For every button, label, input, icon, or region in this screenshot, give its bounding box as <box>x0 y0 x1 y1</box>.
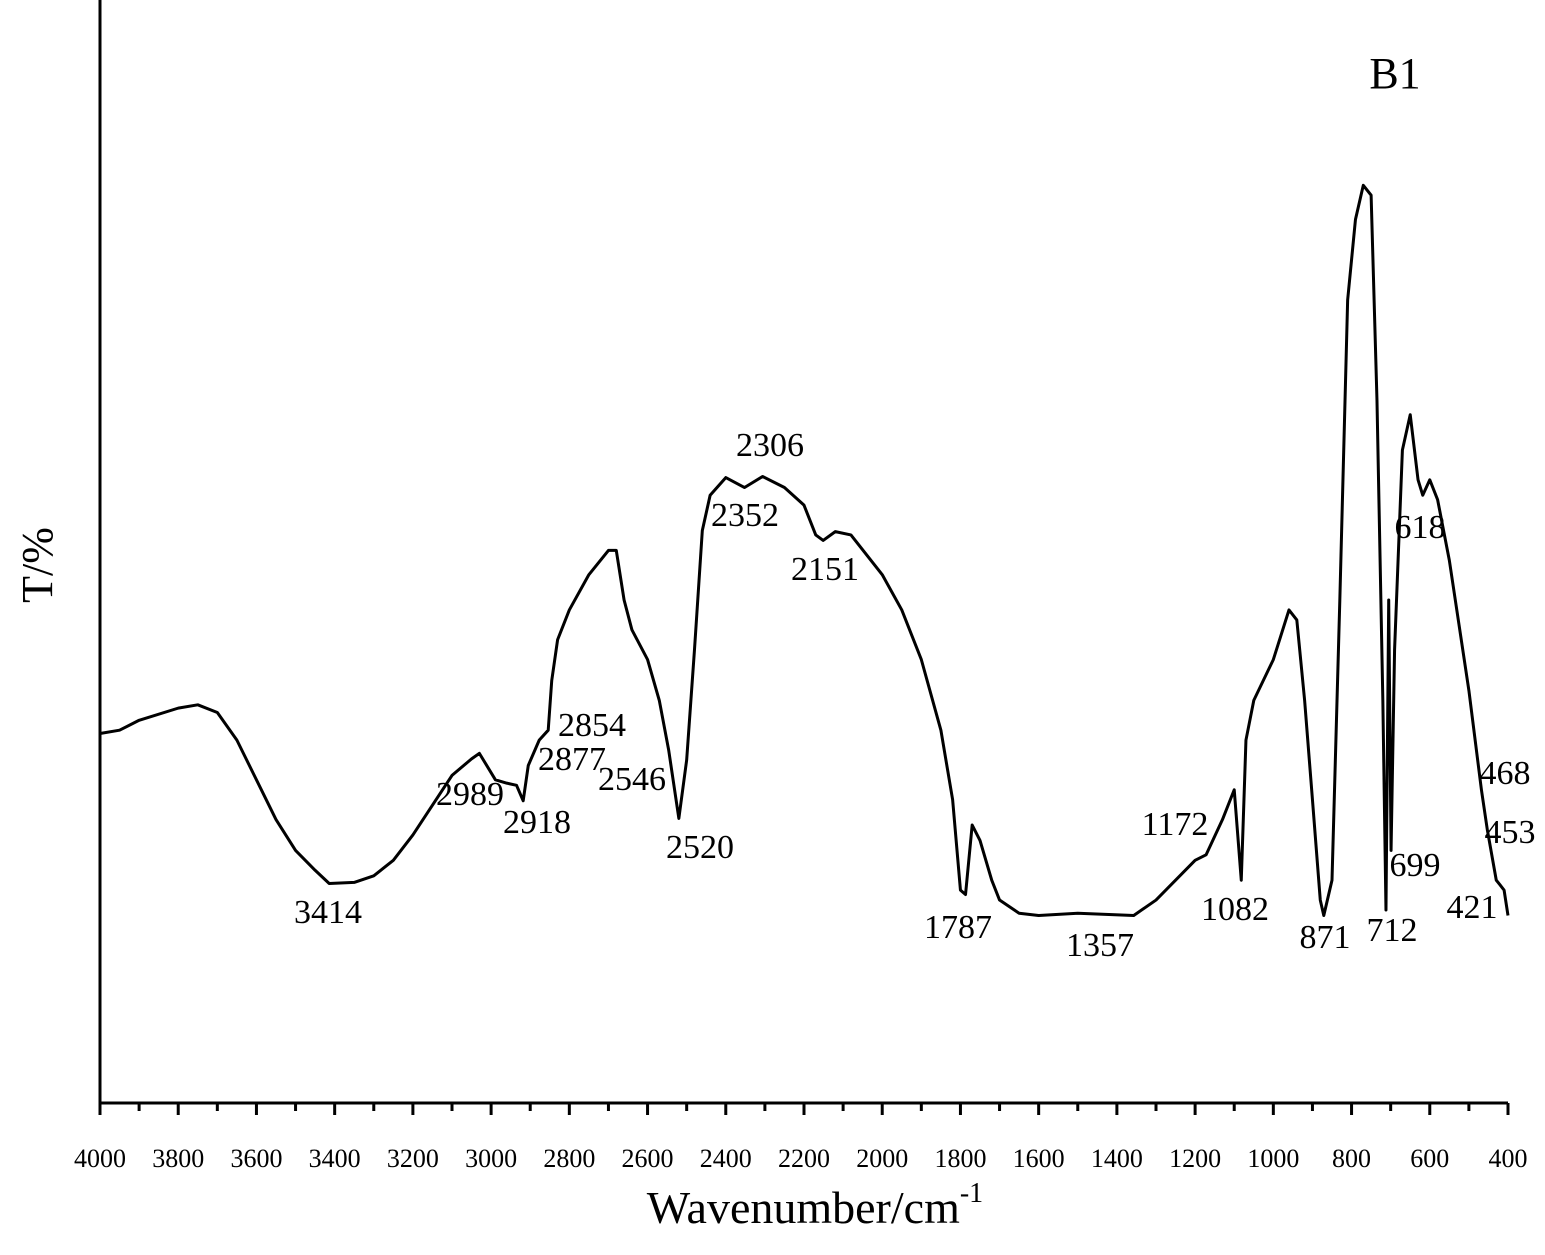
peak-label: 618 <box>1395 509 1446 546</box>
x-axis-label-superscript: -1 <box>960 1178 983 1209</box>
x-tick-label: 3200 <box>387 1144 439 1173</box>
x-tick-label: 800 <box>1332 1144 1371 1173</box>
peak-label: 2877 <box>538 741 606 778</box>
peak-label: 871 <box>1300 919 1351 956</box>
x-tick-label: 3800 <box>152 1144 204 1173</box>
peak-label: 2151 <box>791 551 859 588</box>
x-tick-label: 2400 <box>700 1144 752 1173</box>
peak-label: 1787 <box>924 909 992 946</box>
peak-label: 2918 <box>503 804 571 841</box>
peak-label: 468 <box>1480 755 1531 792</box>
x-tick-label: 1600 <box>1013 1144 1065 1173</box>
x-tick-label: 4000 <box>74 1144 126 1173</box>
spectrum-line <box>99 183 1510 917</box>
x-tick-label: 2200 <box>778 1144 830 1173</box>
y-axis-label: T/% <box>13 527 62 603</box>
x-tick-label: 1000 <box>1247 1144 1299 1173</box>
x-tick-label: 3600 <box>230 1144 282 1173</box>
peak-label: 2854 <box>558 707 626 744</box>
peak-label: 3414 <box>294 894 362 931</box>
x-axis-label: Wavenumber/cm-1 <box>647 1178 983 1232</box>
peak-label: 453 <box>1485 814 1536 851</box>
x-tick-label: 1800 <box>934 1144 986 1173</box>
x-tick-label: 2000 <box>856 1144 908 1173</box>
x-tick-label: 3000 <box>465 1144 517 1173</box>
x-tick-label: 1400 <box>1091 1144 1143 1173</box>
peak-label: 2520 <box>666 829 734 866</box>
panel-label: B1 <box>1369 49 1420 98</box>
x-tick-label: 400 <box>1489 1144 1528 1173</box>
peak-label: 2546 <box>598 761 666 798</box>
x-tick-label: 3400 <box>309 1144 361 1173</box>
x-tick-label: 2600 <box>622 1144 674 1173</box>
peak-label: 1172 <box>1142 806 1209 843</box>
x-tick-label: 1200 <box>1169 1144 1221 1173</box>
peak-label: 699 <box>1390 847 1441 884</box>
peak-label: 2352 <box>711 497 779 534</box>
peak-label: 1357 <box>1066 927 1134 964</box>
peak-label: 2989 <box>436 776 504 813</box>
x-tick-label: 600 <box>1410 1144 1449 1173</box>
peak-label: 421 <box>1447 889 1498 926</box>
peak-label: 2306 <box>736 427 804 464</box>
x-tick-label: 2800 <box>543 1144 595 1173</box>
peak-label: 712 <box>1367 912 1418 949</box>
x-axis-label-text: Wavenumber/cm <box>647 1182 960 1233</box>
peak-label: 1082 <box>1201 891 1269 928</box>
